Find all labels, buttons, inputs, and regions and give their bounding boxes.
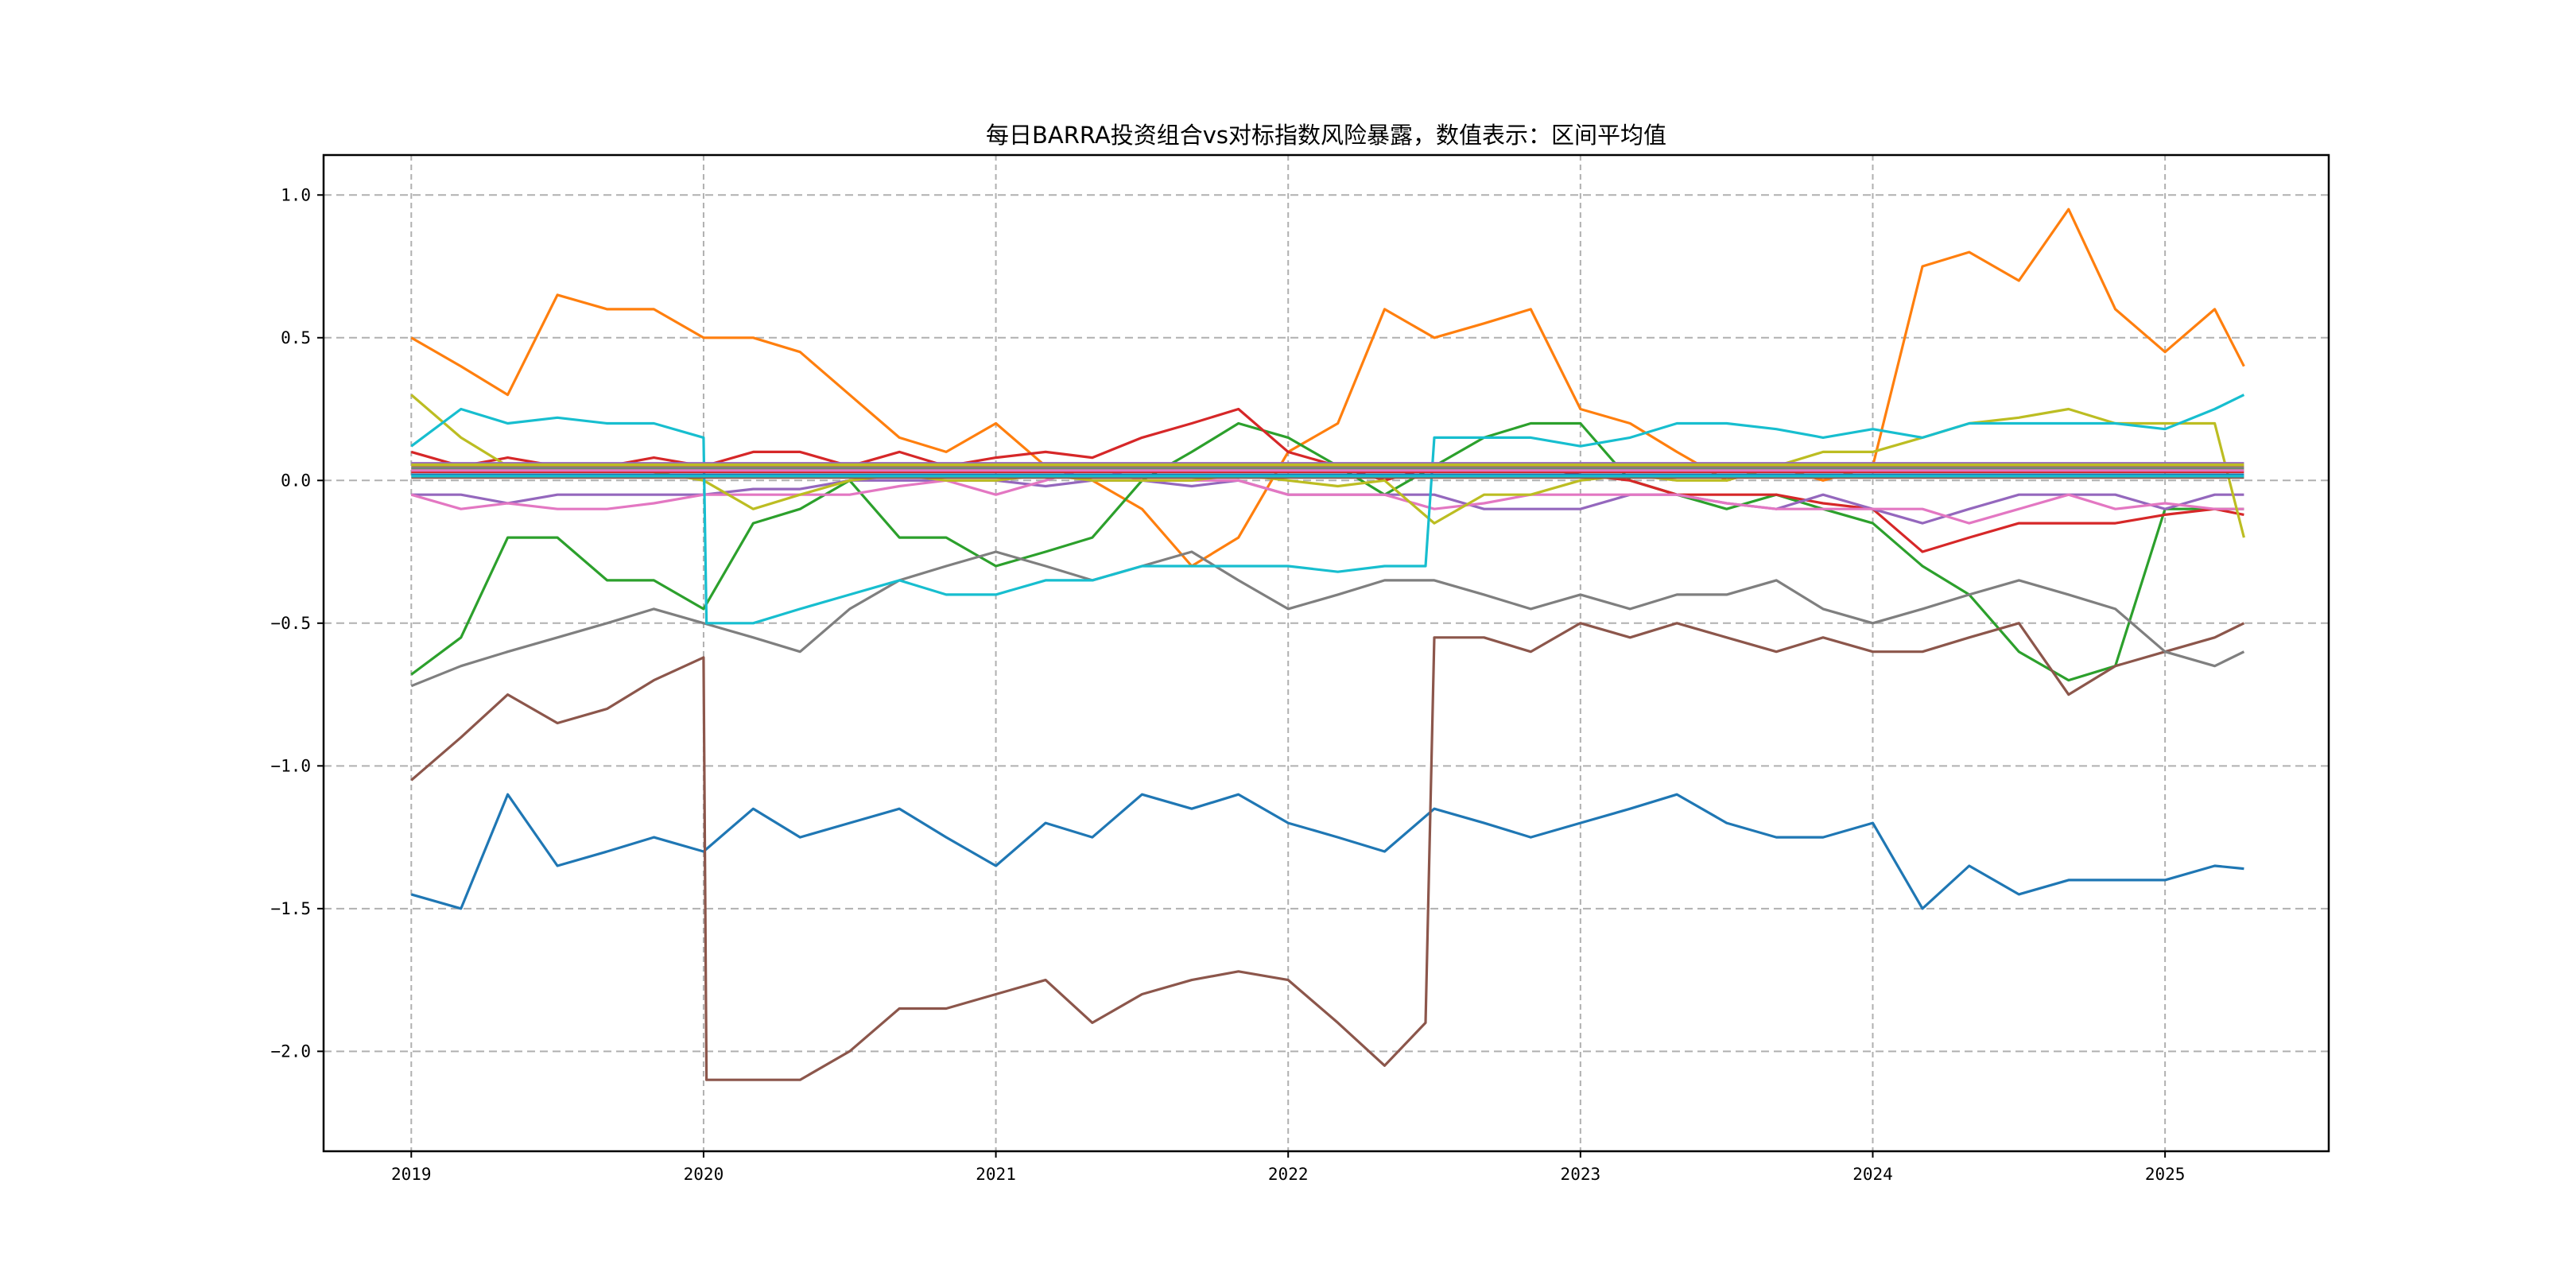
y-tick-label: 0.0 bbox=[281, 471, 311, 490]
y-tick-label: −1.0 bbox=[270, 756, 311, 775]
x-tick-label: 2025 bbox=[2145, 1165, 2186, 1184]
plot-frame bbox=[322, 153, 2330, 1153]
series-line-series-10 bbox=[410, 394, 2245, 625]
series-line-series-08 bbox=[410, 550, 2245, 688]
y-tick-label: −1.5 bbox=[270, 899, 311, 918]
series-lines bbox=[410, 208, 2245, 1081]
x-tick-label: 2022 bbox=[1268, 1165, 1309, 1184]
x-tick-label: 2019 bbox=[391, 1165, 432, 1184]
ticks: 2019 2020 2021 2022 2023 2024 2025 1.0 0.5 0.0 −0.… bbox=[270, 185, 2185, 1184]
y-tick-label: −0.5 bbox=[270, 614, 311, 633]
series-line-series-07 bbox=[410, 464, 2244, 525]
chart-title: 每日BARRA投资组合vs对标指数风险暴露，数值表示：区间平均值 bbox=[986, 122, 1666, 149]
series-line-series-01 bbox=[410, 793, 2244, 910]
x-tick-label: 2023 bbox=[1561, 1165, 1601, 1184]
x-tick-label: 2021 bbox=[976, 1165, 1016, 1184]
series-line-series-02 bbox=[410, 208, 2245, 568]
y-tick-label: 1.0 bbox=[281, 185, 311, 204]
y-tick-label: 0.5 bbox=[281, 328, 311, 347]
y-tick-label: −2.0 bbox=[270, 1042, 311, 1061]
x-tick-label: 2024 bbox=[1852, 1165, 1893, 1184]
x-tick-label: 2020 bbox=[684, 1165, 724, 1184]
series-line-series-06 bbox=[410, 622, 2245, 1081]
